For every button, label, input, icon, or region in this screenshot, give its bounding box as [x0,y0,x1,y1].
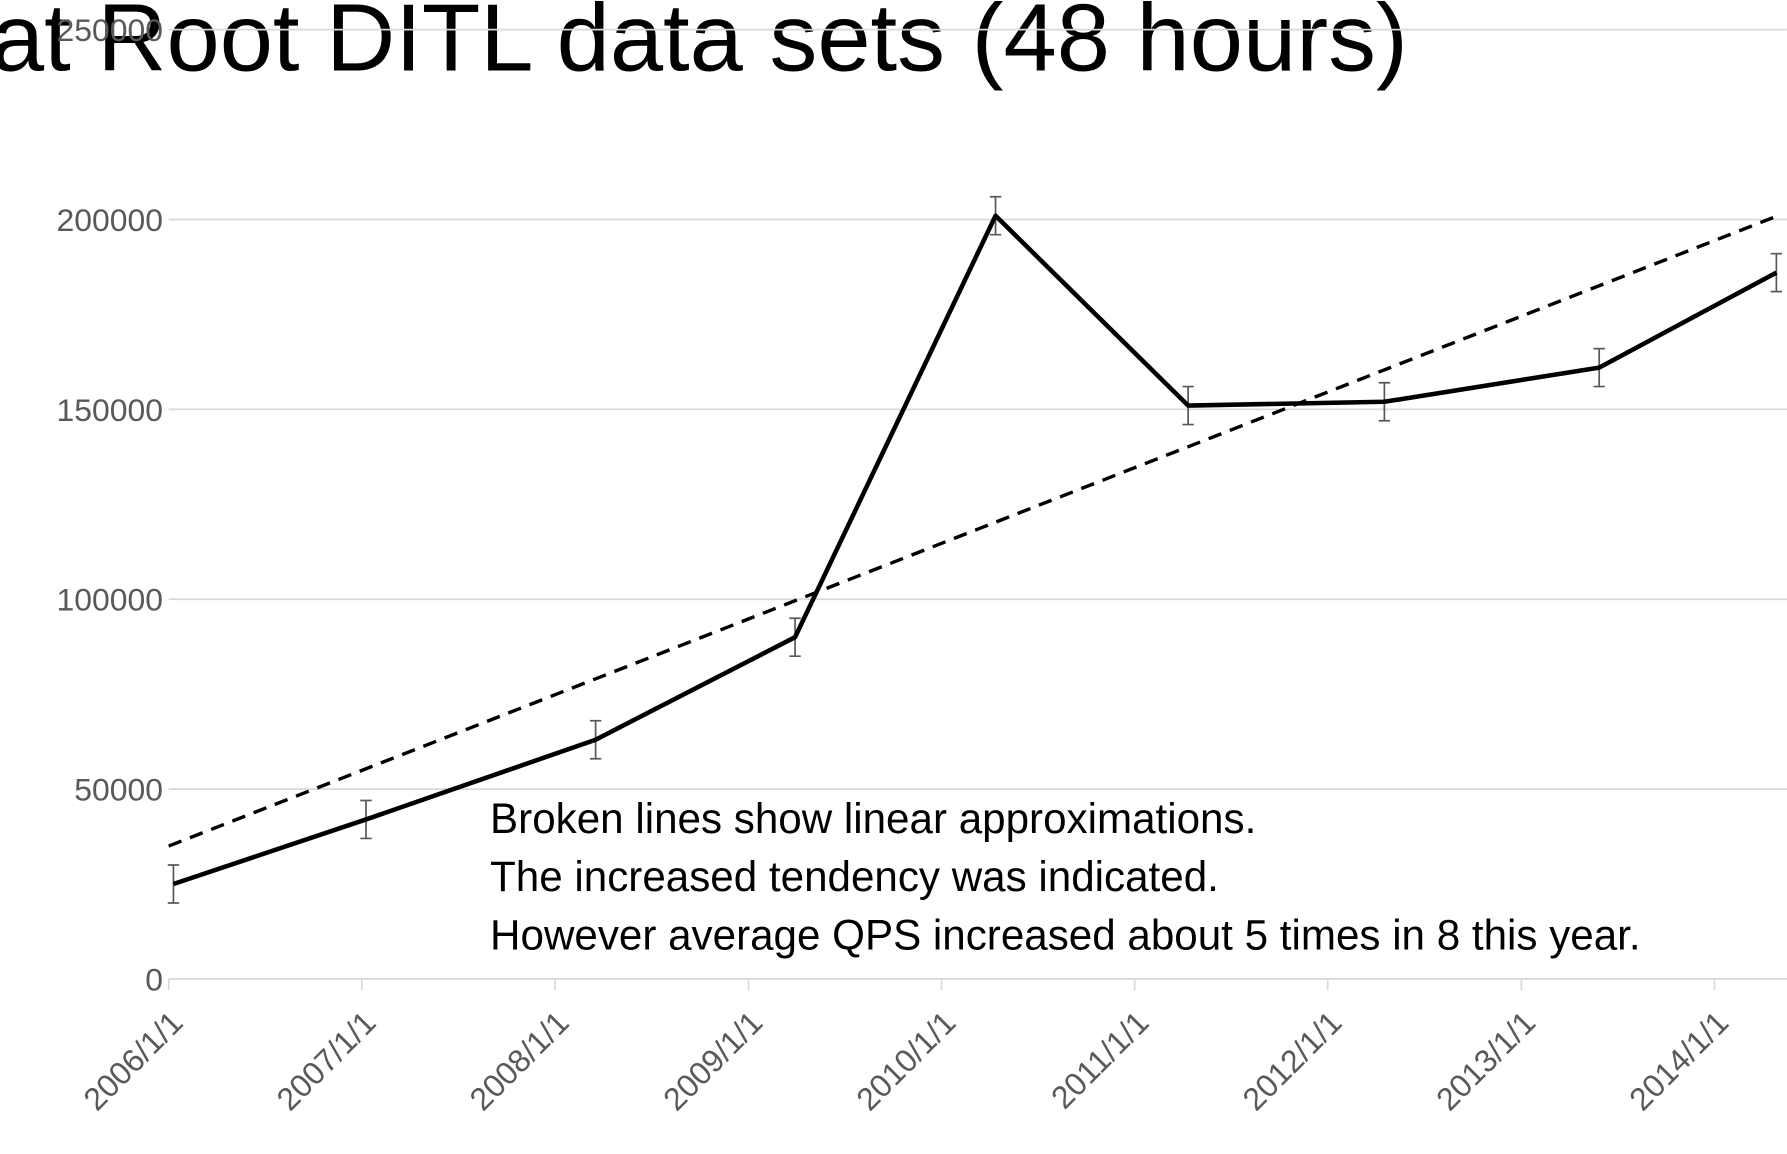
x-tick-label: 2009/1/1 [656,1004,769,1117]
x-tick-label: 2007/1/1 [269,1004,382,1117]
y-tick-label: 50000 [74,771,163,807]
y-tick-label: 200000 [57,202,163,238]
annotation: However average QPS increased about 5 ti… [490,911,1641,958]
data-line [172,213,1778,887]
y-tick-label: 100000 [57,582,163,618]
y-tick-label: 250000 [57,12,163,48]
x-tick-label: 2012/1/1 [1235,1004,1348,1117]
x-tick-label: 2008/1/1 [463,1004,576,1117]
x-tick-label: 2010/1/1 [849,1004,962,1117]
x-tick-label: 2011/1/1 [1044,1004,1156,1116]
x-tick-label: 2006/1/1 [76,1004,189,1117]
y-tick-label: 0 [145,961,163,997]
x-tick-label: 2014/1/1 [1622,1004,1735,1117]
annotation: Broken lines show linear approximations. [490,795,1256,842]
x-tick-label: 2013/1/1 [1429,1004,1542,1117]
error-bar [1770,252,1783,293]
trend-line [168,214,1779,848]
chart-title: at Root DITL data sets (48 hours) [0,0,1408,92]
annotation: The increased tendency was indicated. [490,853,1219,900]
y-tick-label: 150000 [57,392,163,428]
